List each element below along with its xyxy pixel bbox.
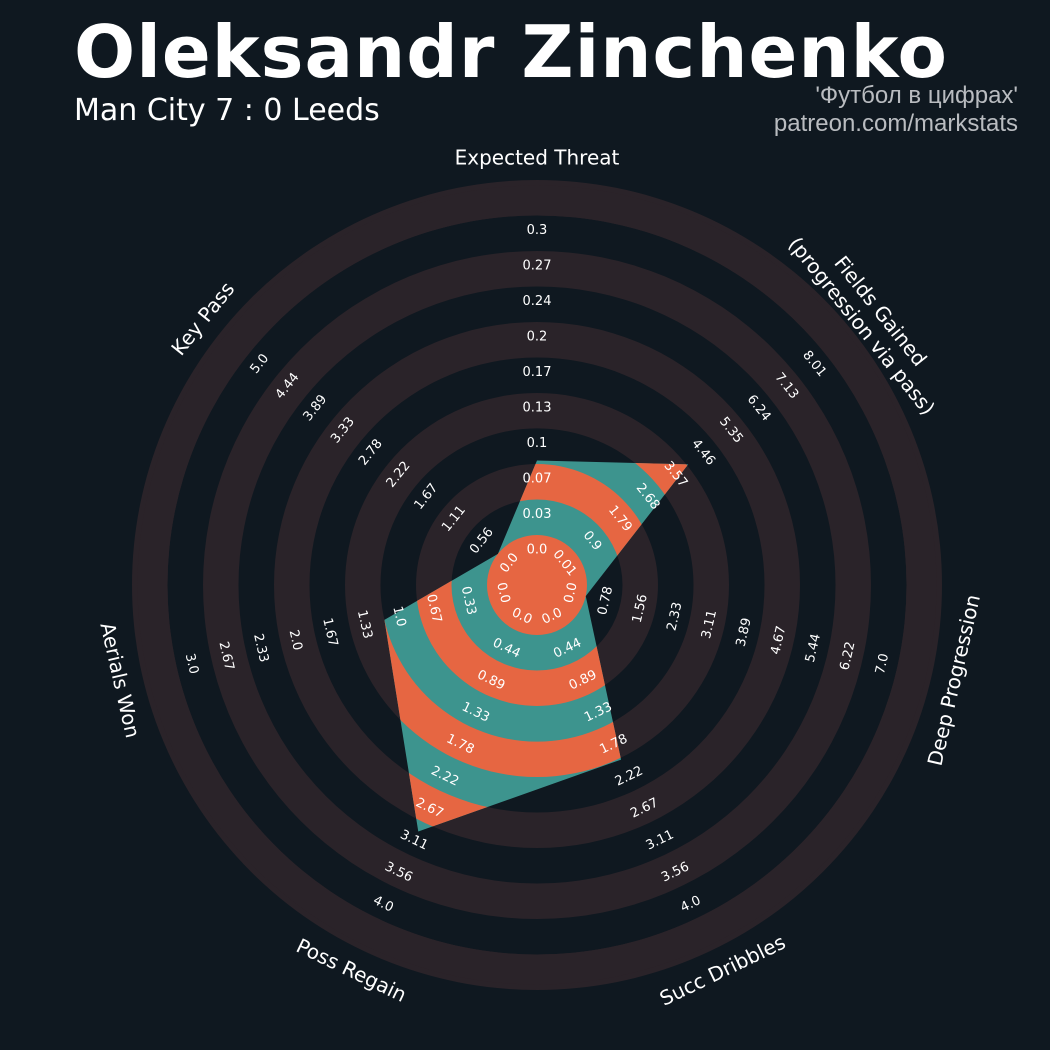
axis-tick-label: 4.0: [371, 893, 396, 915]
axis-tick-label: 0.0: [561, 581, 580, 605]
axis-tick-label: 0.78: [595, 585, 616, 617]
parameter-label-line: Expected Threat: [455, 146, 620, 170]
axis-tick-label: 0.13: [523, 401, 552, 416]
parameter-label: Expected Threat: [455, 146, 620, 170]
axis-tick-label: 7.0: [873, 652, 892, 676]
axis-tick-label: 5.0: [247, 351, 272, 377]
axis-tick-label: 3.89: [734, 617, 755, 649]
credit-line-2: patreon.com/markstats: [773, 110, 1018, 137]
axis-tick-label: 0.67: [423, 593, 444, 625]
axis-tick-label: 1.33: [354, 609, 375, 641]
axis-tick-label: 1.56: [630, 593, 651, 625]
axis-tick-label: 0.3: [527, 223, 548, 238]
axis-tick-label: 3.11: [699, 609, 720, 641]
axis-tick-label: 2.33: [664, 601, 685, 633]
axis-tick-label: 2.0: [286, 628, 305, 652]
axis-tick-label: 2.33: [250, 632, 271, 664]
axis-tick-label: 1.0: [389, 605, 408, 629]
axis-tick-label: 0.17: [523, 365, 552, 380]
axis-tick-label: 3.11: [644, 827, 677, 853]
axis-tick-label: 0.2: [527, 330, 548, 345]
axis-tick-label: 0.07: [523, 472, 552, 487]
axis-tick-label: 3.11: [398, 827, 431, 853]
credit-line-1: 'Футбол в цифрах': [815, 82, 1018, 109]
polygon-center-orange: [487, 535, 587, 635]
axis-tick-label: 4.0: [678, 893, 703, 915]
axis-tick-label: 0.03: [523, 507, 552, 522]
axis-tick-label: 0.33: [458, 585, 479, 617]
axis-tick-label: 0.0: [493, 581, 512, 605]
axis-tick-label: 5.44: [803, 632, 824, 664]
axis-tick-label: 4.67: [768, 624, 789, 656]
axis-tick-label: 3.0: [182, 652, 201, 676]
axis-tick-label: 0.24: [523, 294, 552, 309]
chart-subtitle: Man City 7 : 0 Leeds: [74, 93, 380, 128]
axis-tick-label: 2.67: [215, 640, 236, 672]
axis-tick-label: 2.22: [613, 763, 646, 789]
axis-tick-label: 0.27: [523, 259, 552, 274]
axis-tick-label: 1.67: [319, 617, 340, 649]
credit: 'Футбол в цифрах' patreon.com/markstats: [774, 82, 1018, 138]
axis-tick-label: 0.1: [527, 436, 548, 451]
axis-tick-label: 0.0: [527, 543, 548, 558]
chart-title: Oleksandr Zinchenko: [74, 10, 948, 94]
axis-tick-label: 6.22: [837, 640, 858, 672]
